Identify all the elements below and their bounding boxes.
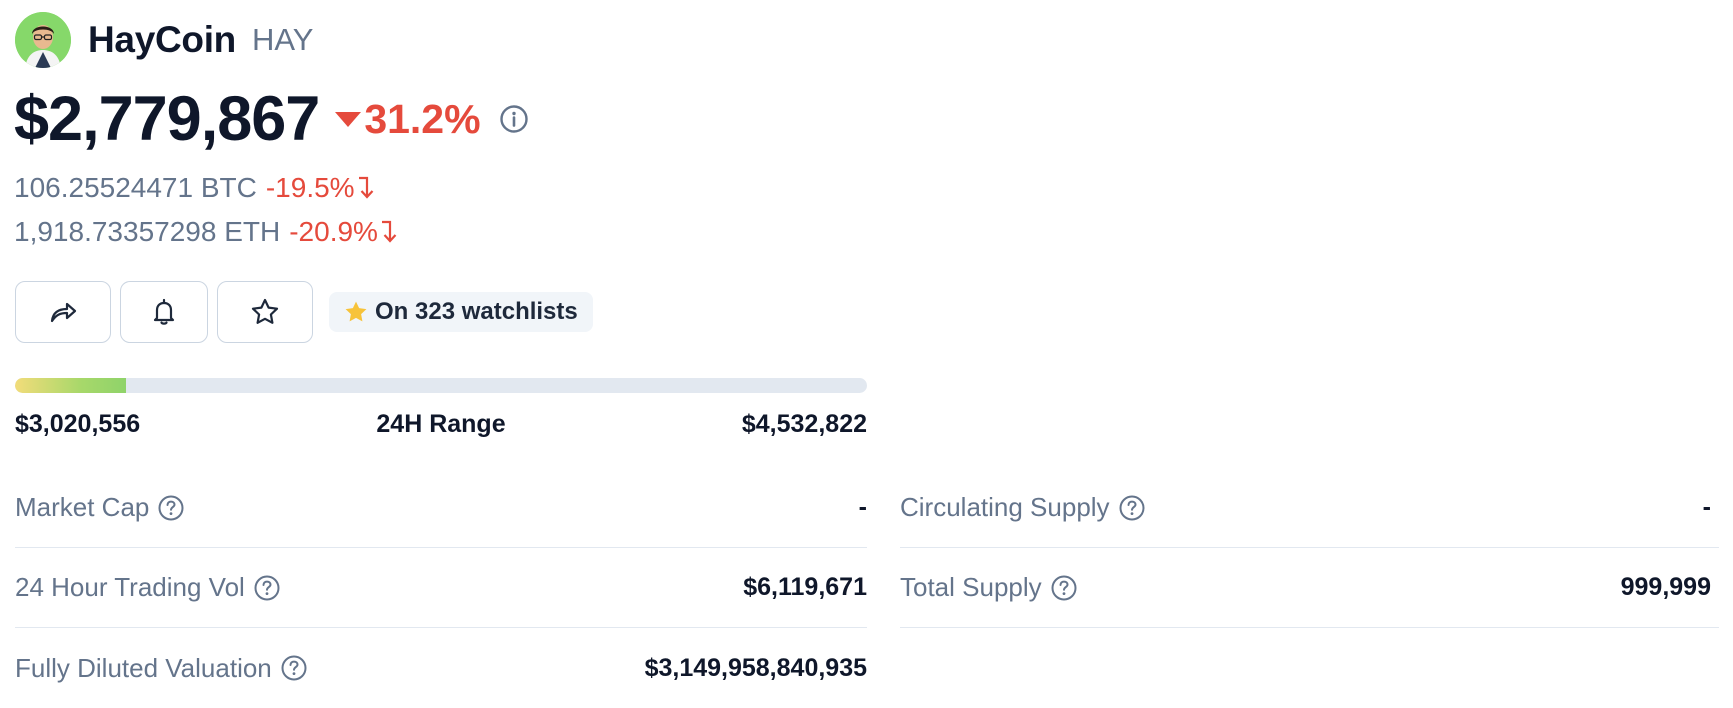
circulating-supply-label-text: Circulating Supply <box>900 492 1110 522</box>
trading-vol-label-text: 24 Hour Trading Vol <box>15 572 245 602</box>
btc-change: -19.5% <box>265 172 355 203</box>
help-icon[interactable] <box>1118 494 1146 522</box>
watchlist-count-badge: On 323 watchlists <box>329 292 593 332</box>
price-alert-button[interactable] <box>120 281 208 343</box>
market-cap-label-text: Market Cap <box>15 492 150 522</box>
market-cap-value: - <box>858 493 867 521</box>
star-icon <box>251 298 279 324</box>
help-icon[interactable] <box>157 494 185 522</box>
fdv-label: Fully Diluted Valuation <box>15 653 308 684</box>
price-row: $2,779,867 31.2% <box>14 82 529 156</box>
help-icon[interactable] <box>253 574 281 602</box>
coin-avatar <box>15 12 71 68</box>
info-icon[interactable] <box>499 104 529 134</box>
favorite-button[interactable] <box>217 281 313 343</box>
circulating-supply-label: Circulating Supply <box>900 492 1146 523</box>
watchlist-label: On 323 watchlists <box>375 298 578 325</box>
circulating-supply-value: - <box>1702 493 1711 521</box>
total-supply-label: Total Supply <box>900 572 1078 603</box>
coin-symbol: HAY <box>251 22 314 57</box>
stats-right: Circulating Supply - Total Supply 999,99… <box>900 468 1719 628</box>
circulating-supply-row: Circulating Supply - <box>900 468 1719 548</box>
fdv-value: $3,149,958,840,935 <box>644 653 867 682</box>
range-label: 24H Range <box>376 410 506 438</box>
range-24h-bar <box>15 378 867 393</box>
total-supply-row: Total Supply 999,999 <box>900 548 1719 628</box>
total-supply-label-text: Total Supply <box>900 572 1042 602</box>
fdv-row: Fully Diluted Valuation $3,149,958,840,9… <box>15 628 867 708</box>
help-icon[interactable] <box>280 654 308 682</box>
eth-change: -20.9% <box>289 216 378 247</box>
help-icon[interactable] <box>1050 574 1078 602</box>
total-supply-value: 999,999 <box>1620 573 1711 601</box>
btc-amount: 106.25524471 BTC <box>14 172 257 203</box>
eth-amount: 1,918.73357298 ETH <box>14 216 281 247</box>
coin-name: HayCoin <box>88 19 236 60</box>
bell-icon <box>153 298 175 325</box>
market-cap-row: Market Cap - <box>15 468 867 548</box>
trading-vol-row: 24 Hour Trading Vol $6,119,671 <box>15 548 867 628</box>
eth-conversion: 1,918.73357298 ETH -20.9% <box>14 216 397 248</box>
btc-conversion: 106.25524471 BTC -19.5% <box>14 172 374 204</box>
trading-vol-value: $6,119,671 <box>743 573 867 601</box>
current-price: $2,779,867 <box>14 84 320 154</box>
share-icon <box>50 302 77 323</box>
coin-header: HayCoin HAY <box>15 12 313 68</box>
range-low: $3,020,556 <box>15 410 141 438</box>
trading-vol-label: 24 Hour Trading Vol <box>15 572 281 603</box>
range-24h-fill <box>15 378 126 393</box>
stats-left: Market Cap - 24 Hour Trading Vol $6,119,… <box>15 468 867 708</box>
price-change: 31.2% <box>335 95 481 143</box>
caret-down-icon <box>335 111 362 127</box>
range-high: $4,532,822 <box>741 410 867 438</box>
fdv-label-text: Fully Diluted Valuation <box>15 652 272 683</box>
arrow-down-icon <box>358 176 373 199</box>
range-24h-labels: $3,020,556 24H Range $4,532,822 <box>15 410 867 446</box>
share-button[interactable] <box>15 281 111 343</box>
arrow-down-icon <box>381 220 397 243</box>
action-bar: On 323 watchlists <box>15 281 593 343</box>
star-filled-icon <box>345 301 367 322</box>
price-change-value: 31.2% <box>364 95 481 142</box>
market-cap-label: Market Cap <box>15 492 185 523</box>
